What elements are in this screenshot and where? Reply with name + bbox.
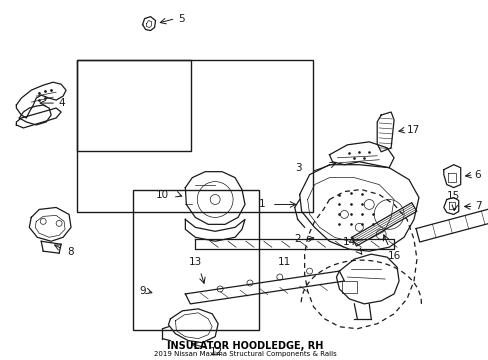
- Text: INSULATOR HOODLEDGE, RH: INSULATOR HOODLEDGE, RH: [166, 341, 323, 351]
- Text: 13: 13: [188, 257, 201, 267]
- Text: 7: 7: [474, 202, 480, 211]
- Text: 6: 6: [474, 170, 480, 180]
- Text: 15: 15: [446, 192, 459, 202]
- Text: 11: 11: [278, 257, 291, 267]
- Text: 10: 10: [155, 189, 168, 199]
- Text: 2019 Nissan Maxima Structural Components & Rails: 2019 Nissan Maxima Structural Components…: [153, 351, 336, 356]
- Text: 17: 17: [406, 125, 419, 135]
- Text: 5: 5: [178, 14, 184, 24]
- Text: 14: 14: [342, 237, 355, 247]
- Text: 9: 9: [139, 286, 145, 296]
- Text: 2: 2: [294, 234, 301, 244]
- Bar: [132, 190, 259, 330]
- Text: 8: 8: [68, 247, 74, 257]
- Bar: [342, 281, 357, 293]
- Text: 16: 16: [386, 251, 400, 261]
- Text: 1: 1: [259, 199, 265, 210]
- Bar: [77, 60, 191, 151]
- Text: 4: 4: [58, 98, 64, 108]
- Text: 3: 3: [294, 163, 301, 173]
- Bar: [77, 60, 312, 212]
- Text: 12: 12: [210, 347, 223, 357]
